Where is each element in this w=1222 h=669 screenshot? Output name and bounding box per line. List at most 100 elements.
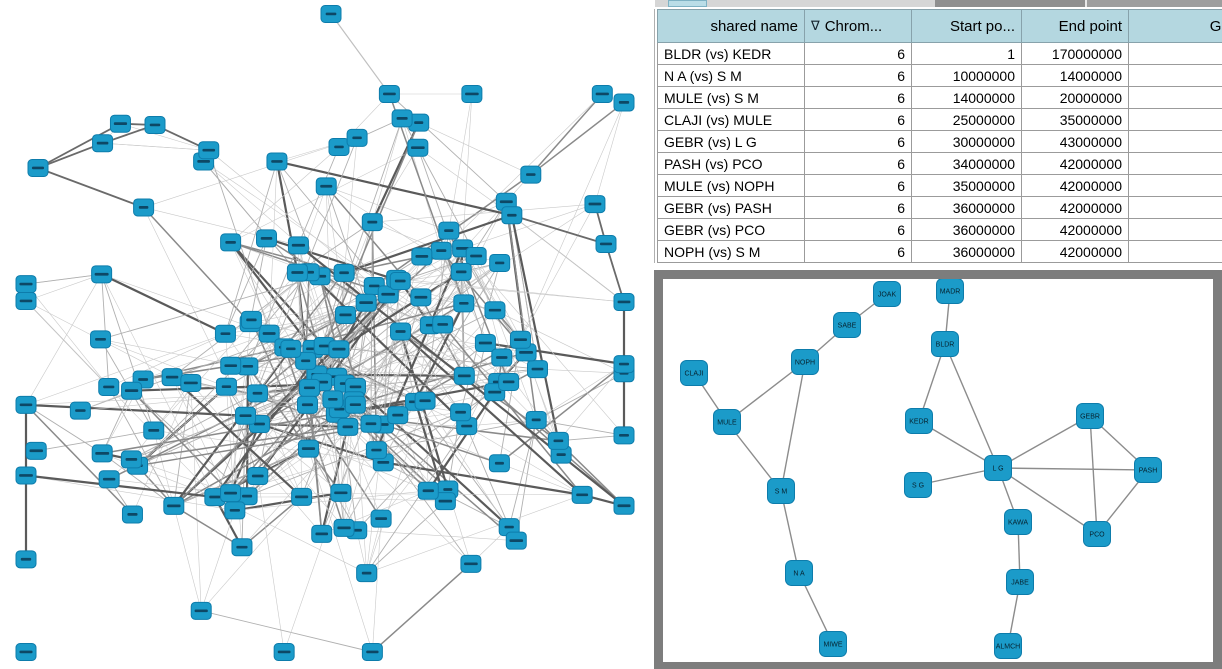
network-edge[interactable] — [173, 505, 243, 548]
network-edge[interactable] — [25, 283, 109, 388]
network-edge[interactable] — [201, 610, 373, 653]
table-cell[interactable]: N A (vs) S M — [657, 64, 805, 87]
network-edge[interactable] — [321, 255, 477, 383]
network-edge[interactable] — [200, 510, 236, 611]
table-cell[interactable]: 42000000 — [1021, 218, 1129, 241]
network-edge[interactable] — [530, 101, 625, 176]
table-cell[interactable]: 35000000 — [911, 174, 1022, 197]
network-edge[interactable] — [246, 411, 461, 497]
table-cell[interactable]: 6 — [804, 130, 912, 153]
network-edge[interactable] — [308, 448, 373, 653]
table-cell[interactable]: GEBR (vs) PASH — [657, 196, 805, 219]
column-header-shared-name[interactable]: shared name — [657, 9, 805, 43]
network-edge[interactable] — [511, 215, 625, 303]
network-edge[interactable] — [132, 382, 192, 515]
table-cell[interactable]: 6.6 — [1128, 64, 1222, 87]
overview-node-madr[interactable] — [936, 279, 964, 304]
table-cell[interactable]: 42000000 — [1021, 196, 1129, 219]
network-edge[interactable] — [511, 214, 607, 245]
network-edge[interactable] — [37, 142, 103, 169]
table-cell[interactable]: BLDR (vs) KEDR — [657, 42, 805, 65]
network-edge[interactable] — [37, 167, 144, 209]
table-cell[interactable]: 6 — [804, 240, 912, 263]
network-edge[interactable] — [268, 161, 278, 334]
network-edge[interactable] — [131, 426, 348, 461]
network-edge[interactable] — [190, 382, 322, 535]
table-top-scrollbar[interactable] — [655, 0, 1222, 7]
network-edge[interactable] — [25, 273, 102, 285]
network-edge[interactable] — [424, 400, 517, 541]
network-edge[interactable] — [388, 294, 495, 393]
network-edge[interactable] — [257, 272, 345, 394]
network-edge[interactable] — [251, 319, 465, 377]
table-cell[interactable]: 5.9 — [1128, 108, 1222, 131]
column-header-end-point[interactable]: End point — [1021, 9, 1129, 43]
table-row[interactable]: N A (vs) S M610000000140000006.6 — [657, 64, 1222, 87]
network-edge[interactable] — [203, 161, 298, 273]
network-edge[interactable] — [505, 201, 537, 421]
network-edge[interactable] — [25, 404, 103, 454]
table-row[interactable]: PASH (vs) PCO6340000004200000011.4 — [657, 152, 1222, 175]
table-cell[interactable]: 20000000 — [1021, 86, 1129, 109]
network-edge[interactable] — [330, 13, 390, 95]
dense-network-canvas[interactable] — [0, 0, 648, 669]
network-edge[interactable] — [143, 206, 251, 324]
table-cell[interactable]: 42000000 — [1021, 240, 1129, 263]
overview-node-gebr[interactable] — [1076, 403, 1104, 429]
network-edge[interactable] — [326, 186, 449, 231]
network-edge[interactable] — [100, 275, 321, 340]
overview-edge[interactable] — [997, 415, 1091, 469]
network-edge[interactable] — [558, 363, 625, 442]
table-cell[interactable]: 30000000 — [911, 130, 1022, 153]
network-edge[interactable] — [415, 262, 501, 403]
table-cell[interactable]: 25000000 — [911, 108, 1022, 131]
network-edge[interactable] — [536, 363, 625, 421]
overview-node-kedr[interactable] — [905, 408, 933, 434]
network-edge[interactable] — [101, 273, 226, 335]
network-edge[interactable] — [448, 93, 473, 231]
network-edge[interactable] — [530, 93, 603, 176]
network-edge[interactable] — [259, 342, 486, 425]
overview-network-canvas[interactable]: JOAK SABE NOPH CLAJI MULE S M N A MIWE MADR BLDR K… — [663, 279, 1213, 662]
overview-node-bldr[interactable] — [931, 331, 959, 357]
table-cell[interactable]: GEBR (vs) PCO — [657, 218, 805, 241]
table-row[interactable]: GEBR (vs) PCO636000000420000008.4 — [657, 218, 1222, 241]
network-edge[interactable] — [494, 310, 537, 421]
overview-node-mule[interactable] — [713, 409, 741, 435]
network-edge[interactable] — [100, 339, 322, 383]
network-edge[interactable] — [247, 272, 345, 367]
column-header-genetic[interactable]: Genetic... — [1128, 9, 1222, 43]
network-edge[interactable] — [383, 423, 500, 465]
network-edge[interactable] — [366, 500, 446, 574]
table-cell[interactable]: GEBR (vs) L G — [657, 130, 805, 153]
table-cell[interactable]: 7.5 — [1128, 86, 1222, 109]
overview-node-n-a[interactable] — [785, 560, 813, 586]
network-edge[interactable] — [25, 404, 133, 515]
network-edge[interactable] — [494, 309, 625, 374]
table-cell[interactable]: 16.9 — [1128, 130, 1222, 153]
overview-edge[interactable] — [944, 343, 999, 469]
network-edge[interactable] — [383, 424, 467, 427]
table-cell[interactable]: 43000000 — [1021, 130, 1129, 153]
network-edge[interactable] — [143, 137, 358, 208]
overview-node-sabe[interactable] — [833, 312, 861, 338]
table-cell[interactable]: 14000000 — [911, 86, 1022, 109]
network-edge[interactable] — [25, 475, 235, 511]
network-edge[interactable] — [153, 430, 384, 463]
network-edge[interactable] — [510, 215, 560, 442]
overview-edge[interactable] — [726, 361, 806, 423]
network-edge[interactable] — [245, 415, 429, 492]
table-row[interactable]: CLAJI (vs) MULE625000000350000005.9 — [657, 108, 1222, 131]
filter-icon[interactable]: ∇ — [811, 17, 820, 33]
network-edge[interactable] — [380, 339, 521, 519]
table-cell[interactable]: 6 — [804, 108, 912, 131]
table-cell[interactable]: 1 — [911, 42, 1022, 65]
network-edge[interactable] — [131, 390, 248, 497]
network-edge[interactable] — [101, 390, 132, 454]
network-edge[interactable] — [25, 333, 226, 406]
network-edge[interactable] — [370, 222, 373, 424]
table-cell[interactable]: 11.4 — [1128, 152, 1222, 175]
overview-node-s-m[interactable] — [767, 478, 795, 504]
network-edge[interactable] — [442, 324, 509, 383]
table-row[interactable]: GEBR (vs) L G6300000004300000016.9 — [657, 130, 1222, 153]
